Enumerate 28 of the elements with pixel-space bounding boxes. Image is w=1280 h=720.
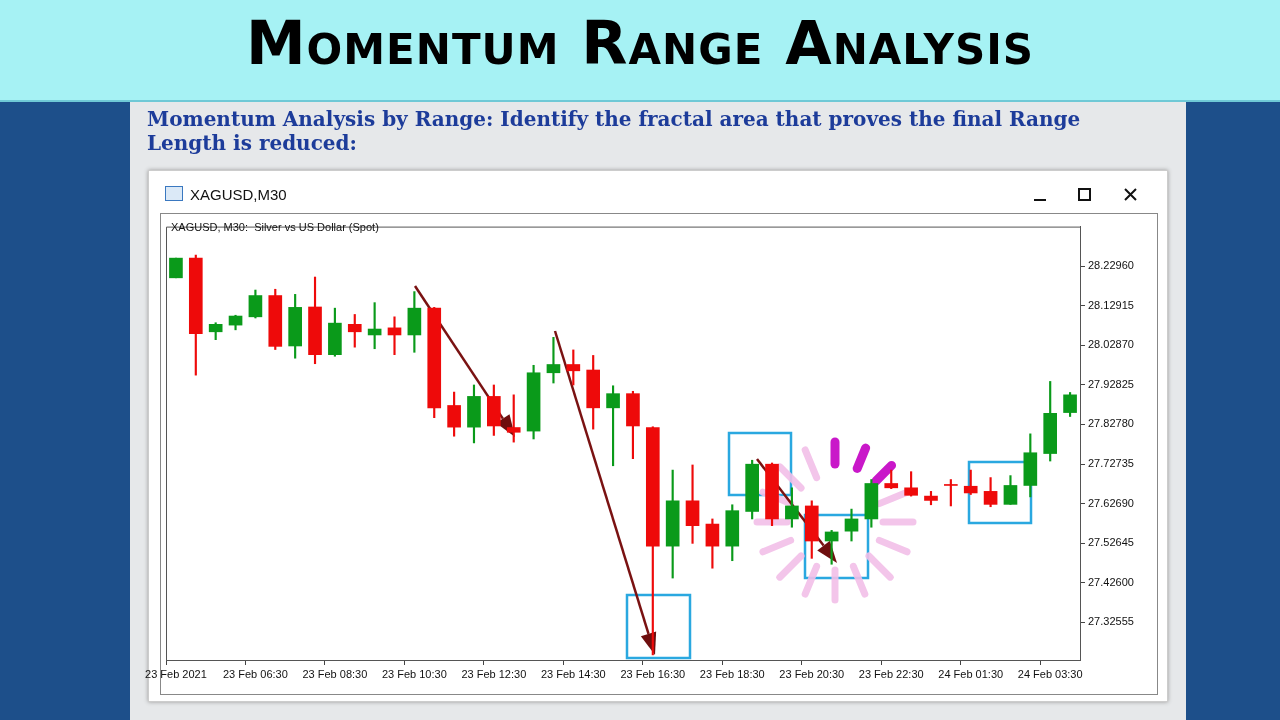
x-tick-label: 23 Feb 12:30 [461,667,527,680]
y-tick-label: 27.92825 [1088,377,1134,390]
chart-title: Momentum Range Analysis [244,8,1036,78]
chart-subtitle: Momentum Analysis by Range: Identify the fractal area that proves the final Range Length is reduced: [147,107,1082,155]
y-tick-label: 27.62690 [1088,496,1134,509]
y-tick-label: 27.52645 [1088,536,1134,549]
y-tick-label: 28.22960 [1088,259,1134,272]
x-tick-label: 23 Feb 10:30 [381,667,447,680]
y-tick-label: 27.72735 [1088,457,1134,470]
x-tick-label: 23 Feb 08:30 [302,667,368,680]
annotation: XAGUSD, M30: Silver vs US Dollar (Spot) [171,221,379,233]
x-tick-label: 23 Feb 2021 [145,667,207,680]
x-tick-label: 23 Feb 16:30 [620,667,686,680]
y-tick-label: 27.82780 [1088,417,1134,430]
y-tick-label: 28.12915 [1088,298,1134,311]
x-tick-label: 24 Feb 01:30 [938,667,1004,680]
x-tick-label: 23 Feb 14:30 [540,667,606,680]
y-tick-label: 27.32555 [1088,615,1134,628]
x-tick-label: 23 Feb 18:30 [699,667,765,680]
y-tick-label: 27.42600 [1088,575,1134,588]
candlestick [685,464,700,544]
x-tick-label: 23 Feb 20:30 [779,667,845,680]
candlestick [546,336,561,384]
x-tick-label: 23 Feb 06:30 [222,667,288,680]
x-tick-label: 23 Feb 22:30 [858,667,924,680]
text: XAGUSD,M30 [190,186,287,203]
x-tick-label: 24 Feb 03:30 [1017,667,1083,680]
y-tick-label: 28.02870 [1088,338,1134,351]
